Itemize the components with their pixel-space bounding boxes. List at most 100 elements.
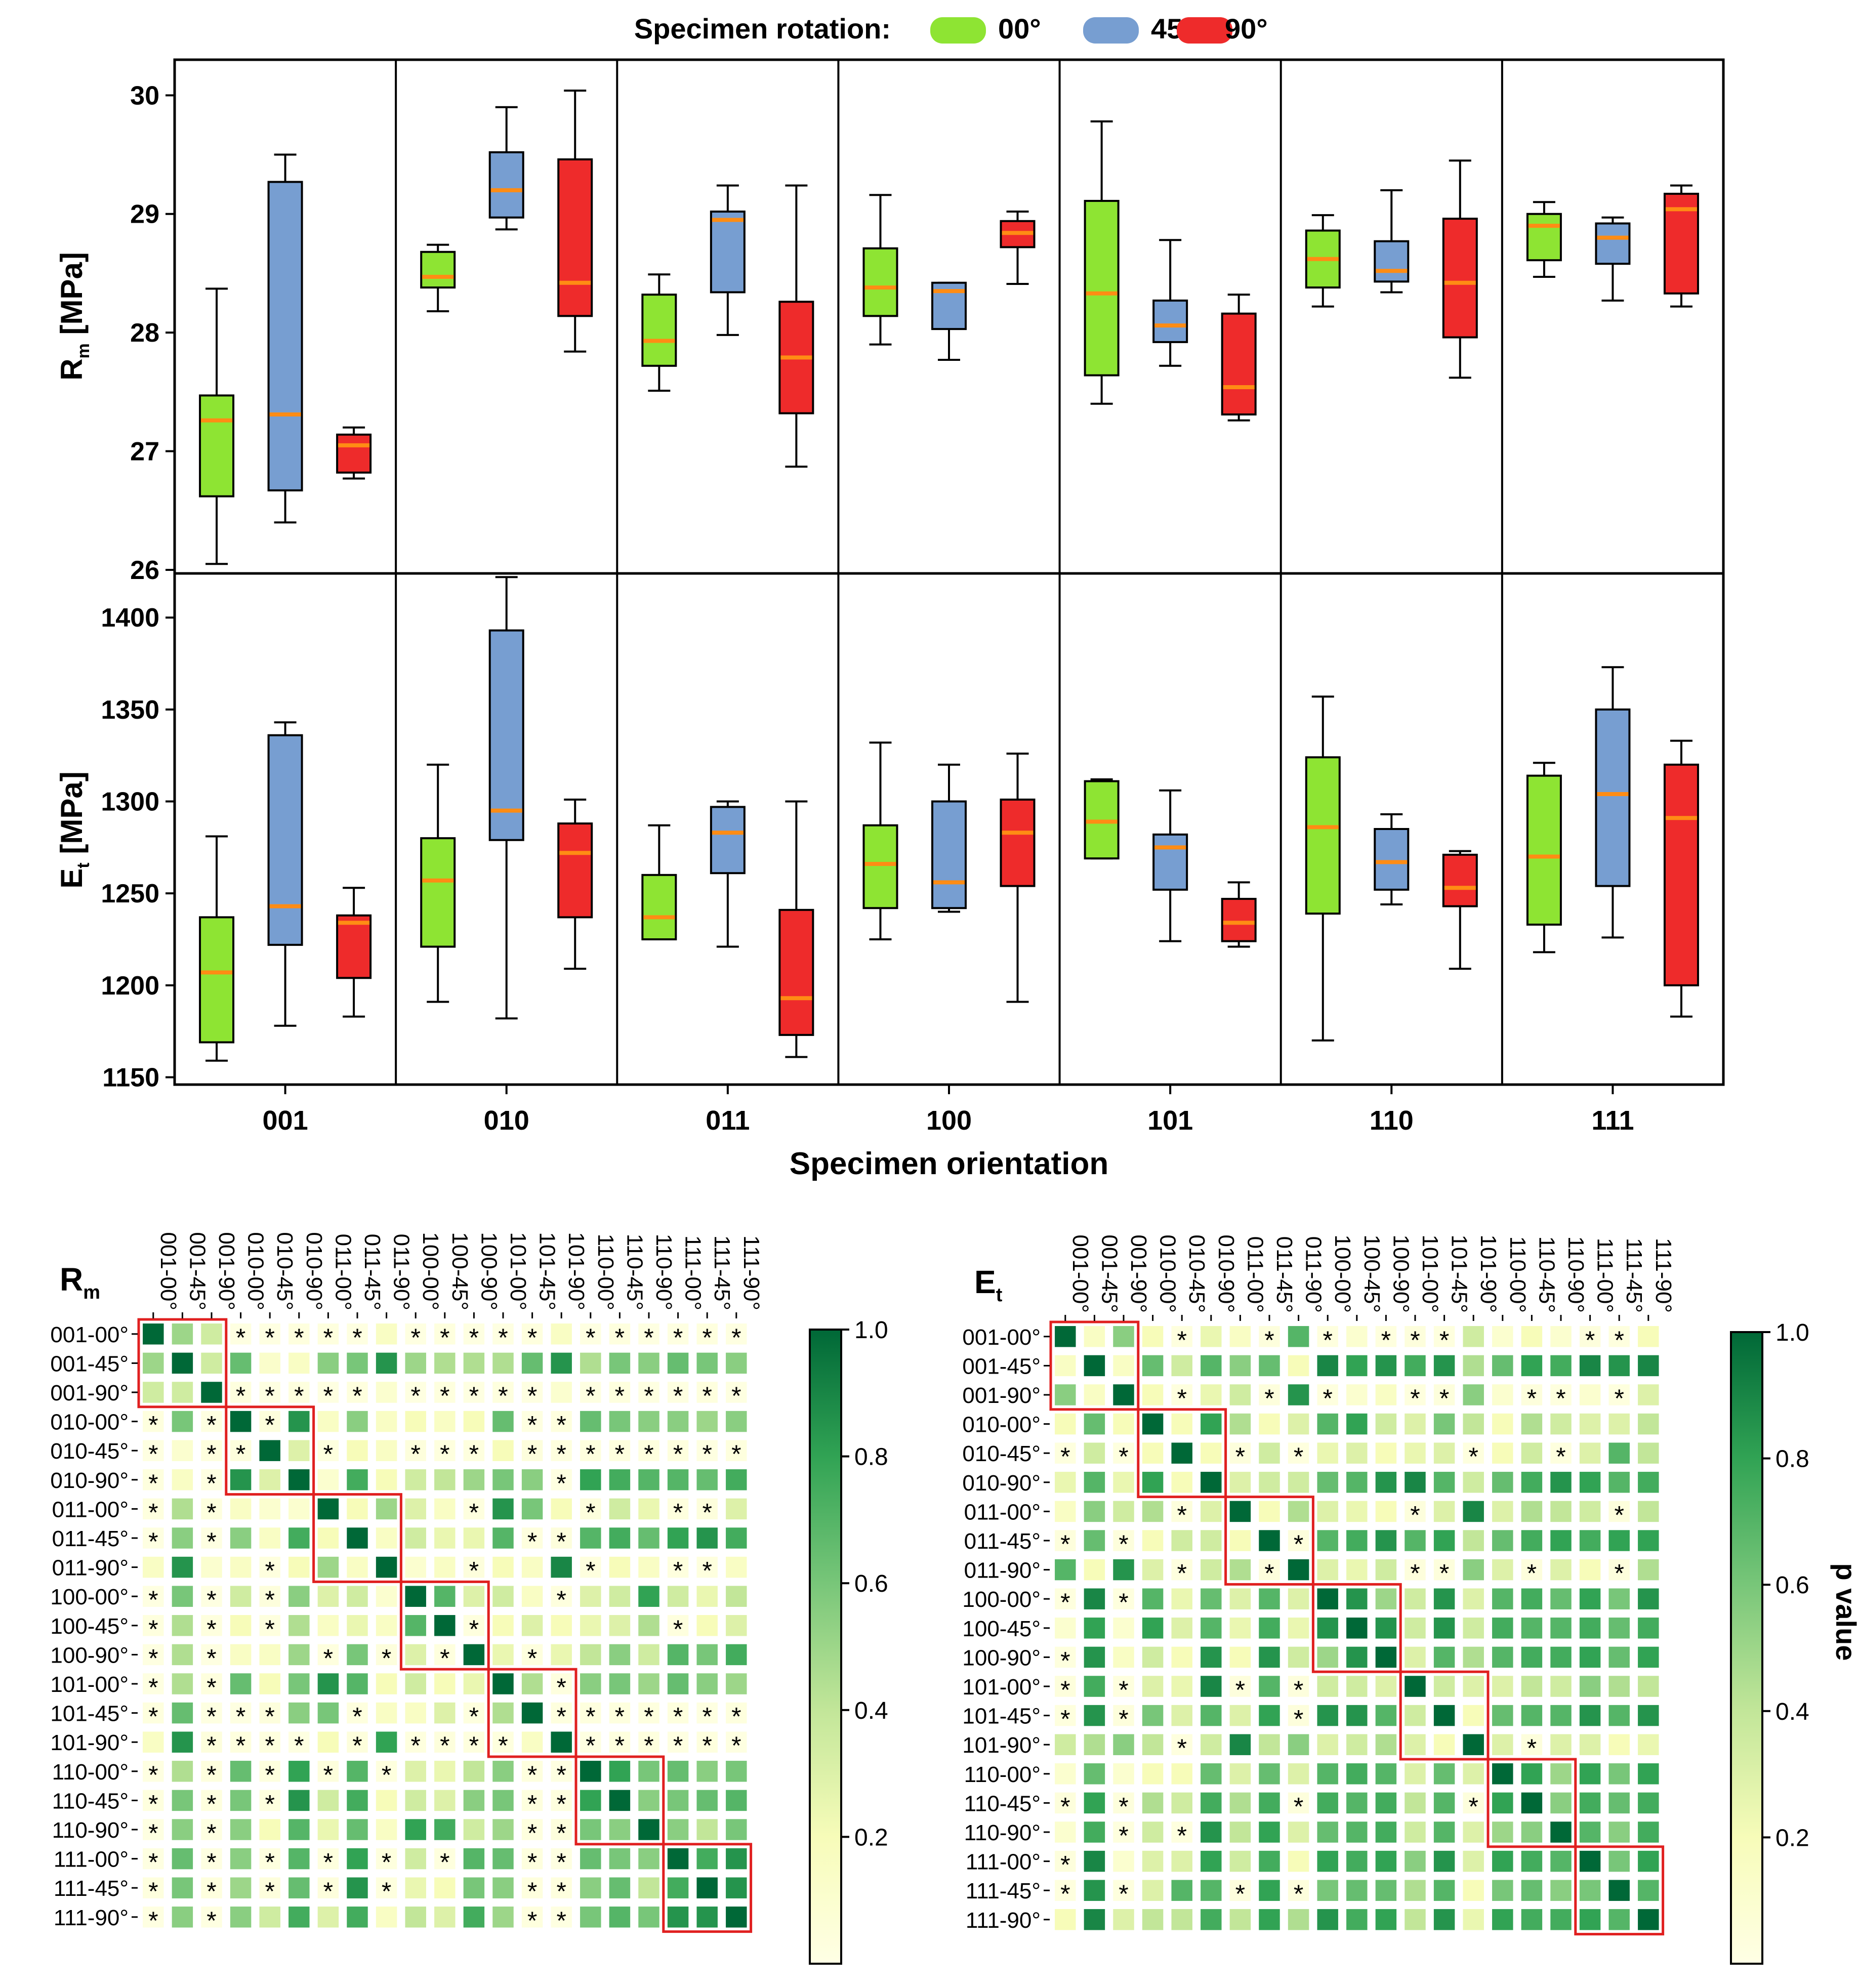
- significance-mark: *: [498, 1323, 508, 1352]
- heat-cell: [696, 1352, 718, 1374]
- heat-cell: [638, 1411, 659, 1432]
- significance-mark: *: [1177, 1326, 1186, 1354]
- et-y-axis-title: Et [MPa]: [55, 771, 93, 888]
- heat-cell: [1346, 1618, 1368, 1639]
- heat-cell: [1521, 1909, 1543, 1930]
- heat-cell: [405, 1673, 426, 1694]
- significance-mark: *: [498, 1731, 508, 1760]
- heat-cell: [201, 1673, 222, 1694]
- significance-mark: *: [207, 1673, 216, 1702]
- significance-mark: *: [382, 1848, 391, 1877]
- heat-cell: [667, 1469, 689, 1490]
- significance-mark: *: [1119, 1705, 1128, 1733]
- heat-cell: [609, 1440, 631, 1461]
- heat-cell: [230, 1731, 252, 1753]
- significance-mark: *: [323, 1761, 333, 1789]
- heat-cell: [1288, 1909, 1309, 1930]
- diagonal-group-box: [1487, 1758, 1577, 1848]
- heat-cell: [405, 1382, 426, 1403]
- heat-cell: [726, 1556, 747, 1578]
- heat-cell: [1055, 1472, 1076, 1493]
- heat-cell: [726, 1498, 747, 1520]
- heat-cell: [638, 1469, 659, 1490]
- heat-cell: [259, 1761, 280, 1782]
- significance-mark: *: [265, 1877, 274, 1906]
- row-label: 101-90°: [50, 1730, 129, 1755]
- heat-cell: [1346, 1530, 1368, 1551]
- heat-cell: [1579, 1559, 1601, 1581]
- heat-cell: [317, 1498, 339, 1520]
- heat-cell: [1521, 1705, 1543, 1726]
- heat-cell: [172, 1411, 193, 1432]
- heat-cell: [696, 1819, 718, 1840]
- heat-cell: [667, 1382, 689, 1403]
- heat-cell: [143, 1790, 164, 1811]
- box-001-1: [267, 734, 303, 946]
- diagonal-group-box: [1574, 1845, 1665, 1936]
- heat-cell: [347, 1323, 368, 1345]
- heat-cell: [1346, 1413, 1368, 1435]
- heat-cell: [259, 1877, 280, 1898]
- significance-mark: *: [1177, 1734, 1186, 1762]
- heat-cell: [1171, 1646, 1192, 1668]
- heat-cell: [1346, 1909, 1368, 1930]
- heat-cell: [1579, 1734, 1601, 1755]
- heat-cell: [726, 1527, 747, 1549]
- significance-mark: *: [556, 1848, 566, 1877]
- heat-cell: [1259, 1734, 1280, 1755]
- significance-mark: *: [352, 1703, 362, 1731]
- heat-cell: [667, 1819, 689, 1840]
- significance-mark: *: [265, 1411, 274, 1439]
- significance-mark: *: [1439, 1326, 1449, 1354]
- heat-cell: [1317, 1442, 1338, 1464]
- heat-cell: [1084, 1792, 1105, 1814]
- heat-cell: [1405, 1442, 1426, 1464]
- heat-cell: [521, 1790, 543, 1811]
- heat-cell: [463, 1498, 485, 1520]
- heat-cell: [1142, 1734, 1164, 1755]
- heat-cell: [1084, 1326, 1105, 1347]
- significance-mark: *: [294, 1323, 304, 1352]
- significance-mark: *: [207, 1703, 216, 1731]
- heat-cell: [1375, 1559, 1397, 1581]
- heat-cell: [580, 1731, 601, 1753]
- y-tick-label: 1400: [101, 603, 159, 633]
- heat-cell: [376, 1615, 397, 1636]
- heat-cell: [434, 1907, 456, 1928]
- heat-cell: [1463, 1880, 1484, 1901]
- heat-cell: [1259, 1646, 1280, 1668]
- heat-cell: [172, 1877, 193, 1898]
- heat-cell: [405, 1731, 426, 1753]
- significance-mark: *: [527, 1877, 537, 1906]
- heat-cell: [1375, 1850, 1397, 1872]
- heat-cell: [580, 1440, 601, 1461]
- significance-mark: *: [265, 1848, 274, 1877]
- legend-swatch-90: [1177, 17, 1232, 44]
- heat-cell: [1433, 1442, 1455, 1464]
- heat-cell: [492, 1352, 514, 1374]
- heat-cell: [1317, 1646, 1338, 1668]
- heat-cell: [1492, 1850, 1513, 1872]
- heat-cell: [638, 1731, 659, 1753]
- heat-cell: [1638, 1676, 1659, 1697]
- heat-cell: [347, 1586, 368, 1607]
- heat-cell: [580, 1761, 601, 1782]
- heat-cell: [1084, 1384, 1105, 1405]
- significance-mark: *: [352, 1731, 362, 1760]
- heat-cell: [1463, 1384, 1484, 1405]
- heat-cell: [230, 1498, 252, 1520]
- heat-cell: [1259, 1588, 1280, 1609]
- heat-cell: [1113, 1821, 1134, 1843]
- significance-mark: *: [236, 1731, 245, 1760]
- heat-cell: [434, 1469, 456, 1490]
- heat-cell: [609, 1848, 631, 1870]
- heat-cell: [1405, 1618, 1426, 1639]
- heat-cell: [143, 1848, 164, 1870]
- col-label: 111-00°: [1593, 1238, 1618, 1313]
- heat-cell: [1113, 1646, 1134, 1668]
- significance-mark: *: [1614, 1384, 1624, 1413]
- significance-mark: *: [469, 1731, 479, 1760]
- heat-cell: [1521, 1413, 1543, 1435]
- heat-cell: [1521, 1618, 1543, 1639]
- significance-mark: *: [148, 1411, 158, 1439]
